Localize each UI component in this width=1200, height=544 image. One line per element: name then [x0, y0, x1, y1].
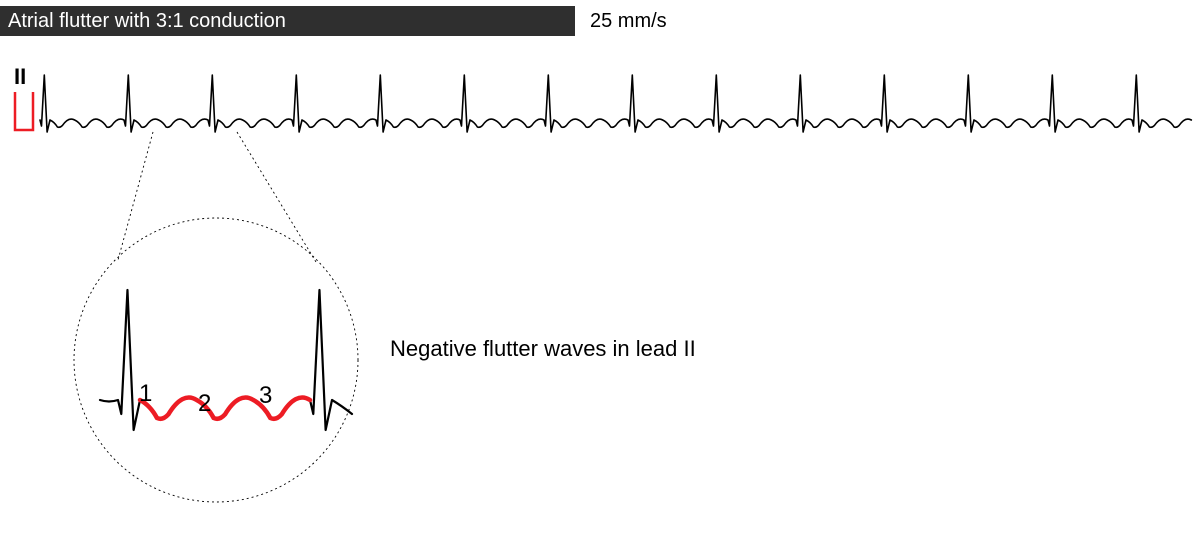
- ecg-svg: [0, 0, 1200, 544]
- ecg-diagram: { "header": { "title": "Atrial flutter w…: [0, 0, 1200, 544]
- flutter-annotation: Negative flutter waves in lead II: [390, 336, 696, 362]
- wave-number-2: 2: [198, 390, 211, 418]
- wave-number-1: 1: [139, 380, 152, 408]
- annotation-text: Negative flutter waves in lead II: [390, 336, 696, 361]
- wave-number-3: 3: [259, 382, 272, 410]
